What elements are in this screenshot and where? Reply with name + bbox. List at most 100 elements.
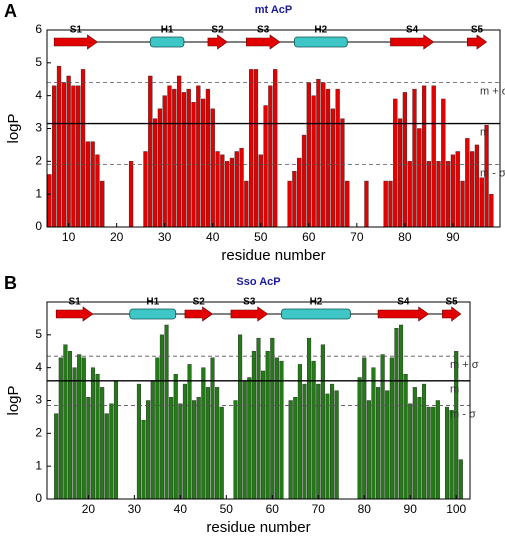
- bar: [219, 406, 224, 500]
- bar: [58, 357, 63, 500]
- panel-letter: A: [4, 1, 17, 21]
- bar: [234, 151, 239, 228]
- bar: [159, 334, 164, 500]
- bar: [251, 351, 256, 500]
- bar: [76, 85, 81, 228]
- bar: [470, 151, 475, 228]
- bar: [201, 98, 206, 228]
- bar: [141, 420, 146, 500]
- strand: [230, 306, 269, 322]
- bar: [417, 397, 422, 500]
- bar: [445, 161, 451, 228]
- x-tick-label: 90: [446, 230, 460, 244]
- bar: [233, 400, 238, 500]
- bar: [412, 88, 417, 228]
- bar: [402, 92, 408, 228]
- bar: [279, 360, 284, 500]
- bar: [176, 75, 182, 228]
- bar: [431, 85, 436, 228]
- bar: [247, 377, 252, 500]
- bar: [388, 180, 393, 228]
- bar: [270, 337, 275, 500]
- x-tick-label: 20: [110, 230, 124, 244]
- bar: [394, 328, 399, 500]
- bar: [95, 374, 100, 500]
- bar: [215, 151, 220, 228]
- bar: [136, 383, 141, 500]
- bar: [436, 161, 441, 228]
- reference-label: m: [450, 384, 459, 396]
- strand: [467, 34, 488, 50]
- bar: [330, 383, 335, 500]
- bar: [100, 180, 105, 228]
- bar: [244, 180, 249, 228]
- y-tick-label: 0: [35, 219, 42, 233]
- bar: [449, 410, 454, 500]
- bar: [393, 98, 398, 228]
- bar: [181, 92, 187, 228]
- bar: [238, 334, 243, 500]
- bar: [72, 367, 77, 500]
- y-tick-label: 4: [35, 88, 42, 102]
- x-tick-label: 70: [312, 502, 326, 516]
- bar: [265, 351, 270, 500]
- x-tick-label: 70: [350, 230, 364, 244]
- x-tick-label: 30: [128, 502, 142, 516]
- bar: [316, 383, 321, 500]
- bar: [152, 118, 158, 228]
- bar: [173, 374, 178, 500]
- bar: [385, 390, 390, 500]
- x-tick-label: 80: [398, 230, 412, 244]
- bar: [143, 151, 148, 228]
- bar: [150, 380, 155, 500]
- x-axis-title: residue number: [206, 519, 310, 536]
- bar: [85, 141, 90, 228]
- bar: [340, 118, 345, 228]
- x-axis-title: residue number: [221, 247, 325, 264]
- bar: [293, 397, 298, 500]
- bar: [364, 180, 369, 228]
- bar: [274, 357, 279, 500]
- bar: [380, 354, 385, 500]
- reference-label: m: [480, 126, 489, 138]
- y-tick-label: 3: [35, 393, 42, 407]
- bar: [417, 128, 422, 228]
- bar: [63, 344, 68, 500]
- y-tick-label: 6: [35, 22, 42, 36]
- bar: [225, 161, 230, 228]
- bar: [460, 180, 465, 228]
- bar: [321, 82, 326, 228]
- x-tick-label: 90: [404, 502, 418, 516]
- bar: [426, 161, 432, 228]
- bar: [256, 337, 261, 500]
- bar: [325, 88, 331, 228]
- bar: [301, 134, 307, 228]
- bar: [52, 85, 57, 228]
- bar: [215, 387, 220, 500]
- bar: [172, 88, 177, 228]
- helix: [149, 36, 185, 48]
- bar: [113, 380, 119, 500]
- bar: [306, 82, 311, 228]
- bar: [187, 364, 192, 500]
- bar: [164, 324, 169, 500]
- x-tick-label: 80: [358, 502, 372, 516]
- strand: [246, 34, 281, 50]
- reference-label: m + σ: [450, 359, 479, 371]
- bar: [288, 400, 293, 500]
- chart-title: Sso AcP: [236, 276, 280, 288]
- bar: [95, 154, 100, 228]
- bar: [90, 141, 95, 228]
- bar: [441, 98, 446, 228]
- reference-label: m - σ: [450, 408, 476, 420]
- bar: [398, 324, 404, 500]
- y-tick-label: 2: [35, 154, 42, 168]
- bar: [81, 357, 86, 500]
- strand: [207, 34, 228, 50]
- bar: [261, 370, 266, 500]
- y-tick-label: 1: [35, 458, 42, 472]
- bar: [311, 360, 316, 500]
- bar: [253, 69, 259, 228]
- bar: [362, 357, 367, 500]
